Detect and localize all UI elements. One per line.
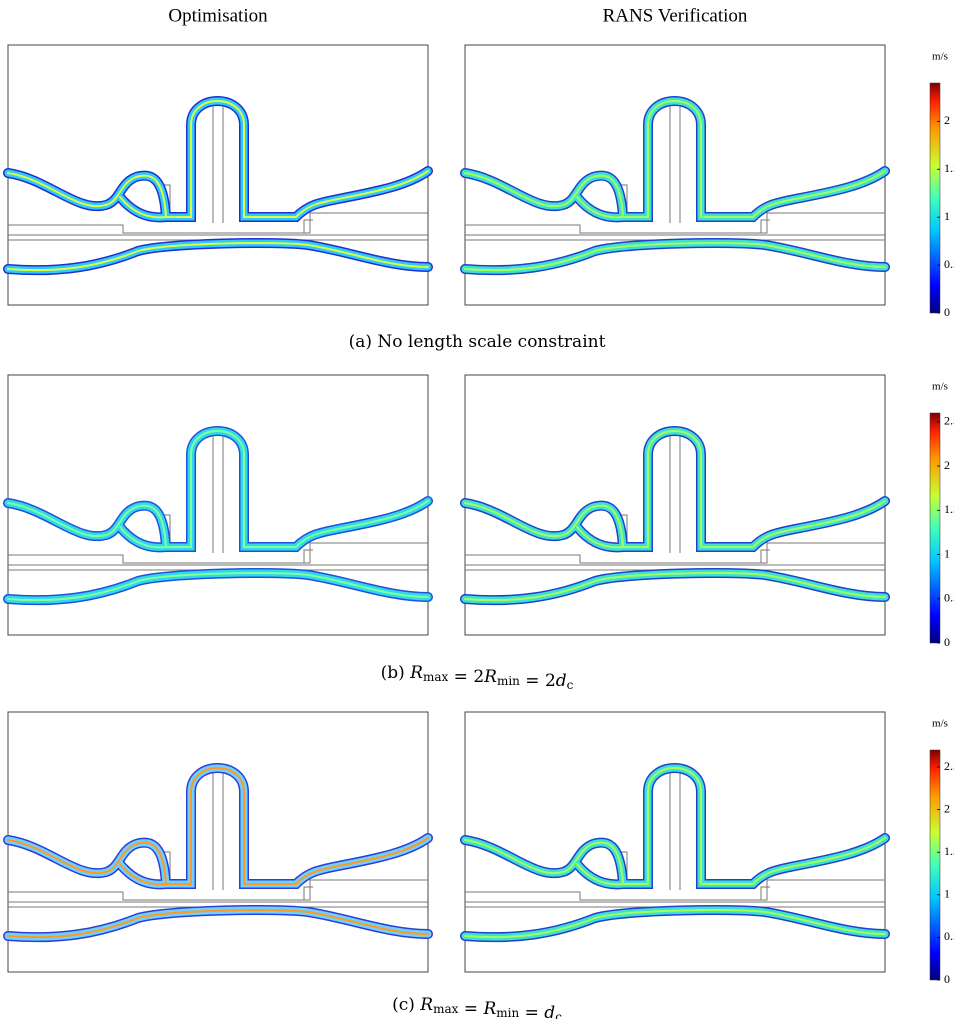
flow-channel [119, 863, 167, 886]
colorbar-unit: m/s [932, 51, 948, 63]
structure [465, 104, 885, 241]
colorbar-unit: m/s [932, 718, 948, 730]
caption-subscript: max [423, 670, 449, 684]
structure [465, 434, 885, 571]
colorbar-tick-label: 1.5 [944, 844, 954, 858]
caption-text: = [519, 1003, 544, 1019]
colorbar-tick-label: 1 [944, 209, 950, 223]
flow-channel [7, 767, 429, 885]
caption-text: = [458, 999, 483, 1019]
caption-text: R [419, 995, 433, 1015]
colorbar-tick-label: 2.5 [944, 414, 954, 428]
caption-text: (c) [392, 995, 420, 1015]
caption: (b) Rmax = 2Rmin = 2dc [381, 663, 574, 692]
colorbar [929, 82, 941, 314]
flow-channel [7, 430, 429, 548]
flow-channel [119, 196, 167, 219]
flow-channel [464, 242, 886, 272]
flow-channel [464, 767, 886, 885]
caption-text: d [544, 1003, 555, 1019]
caption-text: (b) [381, 663, 411, 683]
flow-panel [460, 44, 890, 306]
colorbar-tick-label: 1.5 [944, 502, 954, 516]
column-header: RANS Verification [603, 5, 748, 26]
colorbar-tick-label: 0 [944, 305, 950, 319]
caption-text: R [482, 999, 496, 1019]
colorbar-tick-label: 2 [944, 458, 950, 472]
caption-subscript: c [567, 678, 574, 692]
colorbar-tick-label: 1 [944, 887, 950, 901]
colorbar-tick-label: 0.5 [944, 929, 954, 943]
flow-channel [464, 909, 886, 939]
flow-panel [3, 44, 433, 306]
caption: (c) Rmax = Rmin = dc [392, 995, 562, 1019]
caption-subscript: min [497, 674, 520, 688]
caption-text: = 2 [520, 671, 556, 691]
flow-channel [7, 909, 429, 939]
caption: (a) No length scale constraint [349, 332, 606, 352]
flow-panel [3, 374, 433, 636]
structure [8, 771, 428, 908]
caption-subscript: max [433, 1002, 459, 1016]
colorbar-tick-label: 1 [944, 546, 950, 560]
colorbar-tick-label: 2 [944, 801, 950, 815]
colorbar-tick-label: 2 [944, 113, 950, 127]
flow-channel [7, 572, 429, 602]
colorbar-tick-label: 2.5 [944, 759, 954, 773]
caption-subscript: min [496, 1006, 519, 1019]
flow-channel [576, 196, 624, 219]
flow-channel [576, 863, 624, 886]
flow-channel [7, 100, 429, 218]
colorbar-tick-label: 0 [944, 972, 950, 986]
colorbar [929, 412, 941, 644]
caption-text: = 2 [448, 667, 484, 687]
flow-channel [464, 430, 886, 548]
structure [8, 434, 428, 571]
structure [8, 104, 428, 241]
flow-panel [3, 711, 433, 973]
colorbar-tick-label: 1.5 [944, 161, 954, 175]
flow-channel [119, 526, 167, 549]
colorbar-tick-label: 0 [944, 635, 950, 649]
caption-text: (a) No length scale constraint [349, 332, 606, 352]
caption-text: R [409, 663, 423, 683]
flow-panel [460, 374, 890, 636]
flow-panel [460, 711, 890, 973]
caption-text: d [556, 671, 567, 691]
flow-channel [576, 526, 624, 549]
colorbar-tick-label: 0.5 [944, 257, 954, 271]
colorbar [929, 749, 941, 981]
flow-channel [464, 100, 886, 218]
flow-channel [7, 242, 429, 272]
flow-channel [464, 572, 886, 602]
caption-text: R [483, 667, 497, 687]
column-header: Optimisation [168, 5, 268, 26]
colorbar-tick-label: 0.5 [944, 591, 954, 605]
caption-subscript: c [555, 1010, 562, 1019]
structure [465, 771, 885, 908]
colorbar-unit: m/s [932, 381, 948, 393]
